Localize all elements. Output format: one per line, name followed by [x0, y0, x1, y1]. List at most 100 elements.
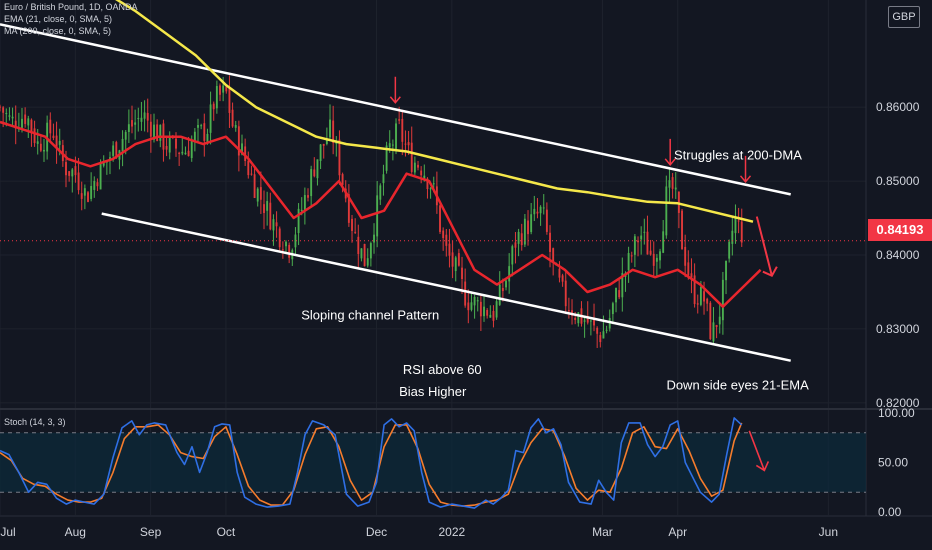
- candle-body[interactable]: [627, 252, 630, 271]
- candle-body[interactable]: [596, 327, 599, 334]
- ma200-line[interactable]: [105, 0, 754, 223]
- candle-body[interactable]: [398, 119, 401, 121]
- candle-body[interactable]: [146, 112, 149, 121]
- candle-body[interactable]: [49, 119, 52, 134]
- candle-body[interactable]: [693, 275, 696, 305]
- candle-body[interactable]: [134, 122, 137, 125]
- candle-body[interactable]: [498, 284, 501, 305]
- candle-body[interactable]: [140, 117, 143, 122]
- candle-body[interactable]: [335, 142, 338, 144]
- candle-body[interactable]: [731, 230, 734, 244]
- candle-body[interactable]: [193, 131, 196, 142]
- candle-body[interactable]: [429, 188, 432, 190]
- candle-body[interactable]: [395, 123, 397, 149]
- candle-body[interactable]: [611, 303, 614, 315]
- candle-body[interactable]: [501, 287, 504, 292]
- candle-body[interactable]: [206, 133, 209, 143]
- candle-body[interactable]: [168, 136, 171, 153]
- candle-body[interactable]: [153, 124, 155, 140]
- candle-body[interactable]: [149, 121, 152, 137]
- candle-body[interactable]: [347, 194, 350, 223]
- candle-body[interactable]: [65, 162, 67, 176]
- candle-body[interactable]: [505, 280, 507, 288]
- candle-body[interactable]: [583, 320, 586, 322]
- candle-body[interactable]: [215, 86, 218, 109]
- candle-body[interactable]: [376, 195, 379, 237]
- candle-body[interactable]: [646, 231, 649, 255]
- candle-body[interactable]: [316, 159, 319, 179]
- candle-body[interactable]: [605, 329, 608, 331]
- candle-body[interactable]: [52, 135, 55, 138]
- candle-body[interactable]: [426, 178, 429, 190]
- candle-body[interactable]: [382, 174, 385, 184]
- candle-body[interactable]: [681, 210, 683, 250]
- candle-body[interactable]: [511, 246, 514, 265]
- candle-body[interactable]: [363, 243, 366, 267]
- currency-badge[interactable]: GBP: [888, 6, 920, 28]
- candle-body[interactable]: [652, 253, 655, 266]
- candle-body[interactable]: [354, 231, 357, 233]
- candle-body[interactable]: [542, 207, 545, 209]
- candle-body[interactable]: [11, 116, 14, 119]
- candle-body[interactable]: [325, 140, 328, 145]
- candle-body[interactable]: [74, 166, 77, 176]
- candle-body[interactable]: [300, 209, 303, 212]
- candle-body[interactable]: [244, 146, 247, 161]
- candle-body[interactable]: [87, 192, 89, 202]
- candle-body[interactable]: [303, 195, 306, 211]
- candle-body[interactable]: [699, 286, 702, 305]
- candle-body[interactable]: [313, 169, 316, 177]
- candle-body[interactable]: [99, 162, 102, 190]
- candle-body[interactable]: [307, 195, 309, 198]
- candle-body[interactable]: [690, 273, 693, 278]
- candle-body[interactable]: [68, 171, 71, 176]
- candle-body[interactable]: [476, 300, 479, 302]
- candle-body[interactable]: [696, 303, 699, 305]
- candle-body[interactable]: [341, 174, 344, 185]
- candle-body[interactable]: [413, 162, 416, 173]
- candle-body[interactable]: [489, 314, 492, 318]
- candle-body[interactable]: [621, 273, 624, 298]
- candle-body[interactable]: [266, 201, 269, 211]
- candle-body[interactable]: [479, 301, 482, 317]
- candle-body[interactable]: [83, 188, 86, 196]
- candle-body[interactable]: [391, 144, 394, 146]
- candle-body[interactable]: [706, 298, 709, 304]
- candle-body[interactable]: [709, 302, 712, 340]
- candle-body[interactable]: [231, 109, 234, 127]
- candle-body[interactable]: [467, 302, 470, 311]
- candle-body[interactable]: [495, 301, 498, 318]
- candle-body[interactable]: [470, 302, 473, 310]
- candle-body[interactable]: [539, 206, 542, 214]
- candle-body[interactable]: [275, 222, 278, 227]
- candle-body[interactable]: [454, 257, 457, 272]
- candle-body[interactable]: [219, 85, 221, 95]
- candle-body[interactable]: [14, 120, 17, 129]
- candle-body[interactable]: [190, 141, 193, 159]
- candle-body[interactable]: [209, 104, 212, 133]
- candle-body[interactable]: [310, 169, 313, 197]
- candle-body[interactable]: [30, 119, 33, 132]
- candle-body[interactable]: [127, 124, 130, 132]
- candle-body[interactable]: [593, 318, 595, 326]
- candle-body[interactable]: [530, 214, 533, 233]
- candle-body[interactable]: [256, 188, 259, 202]
- candle-body[interactable]: [558, 268, 561, 278]
- candle-body[interactable]: [486, 309, 489, 316]
- candle-body[interactable]: [203, 123, 206, 141]
- candle-body[interactable]: [602, 331, 605, 339]
- candle-body[interactable]: [655, 257, 658, 262]
- candle-body[interactable]: [523, 218, 526, 245]
- candle-body[interactable]: [200, 125, 203, 127]
- candle-body[interactable]: [517, 231, 520, 244]
- candle-body[interactable]: [269, 202, 272, 230]
- candle-body[interactable]: [640, 235, 643, 240]
- candle-body[interactable]: [373, 234, 375, 243]
- candle-body[interactable]: [332, 120, 335, 143]
- candle-body[interactable]: [492, 310, 495, 321]
- candle-body[interactable]: [577, 312, 580, 324]
- candle-body[interactable]: [366, 258, 369, 266]
- candle-body[interactable]: [187, 150, 190, 157]
- candle-body[interactable]: [165, 146, 168, 150]
